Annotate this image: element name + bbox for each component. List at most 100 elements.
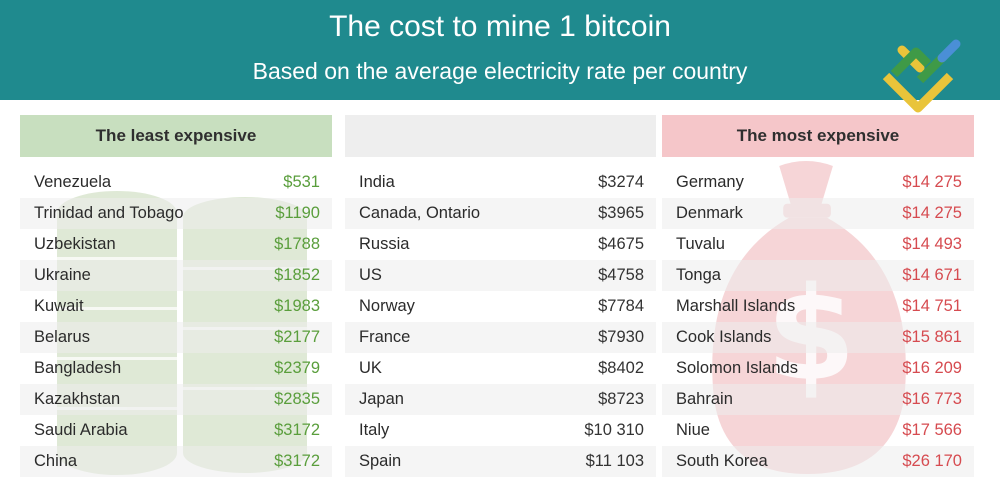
country-name: Kazakhstan <box>34 390 121 408</box>
table-row: South Korea $26 170 <box>662 446 974 477</box>
country-name: Belarus <box>34 328 90 346</box>
table-row: Norway $7784 <box>345 291 656 322</box>
mining-cost: $3172 <box>274 421 320 439</box>
country-name: Kuwait <box>34 297 84 315</box>
table-row: Solomon Islands $16 209 <box>662 353 974 384</box>
mining-cost: $531 <box>283 173 320 191</box>
country-name: Italy <box>359 421 390 439</box>
table-row: Marshall Islands $14 751 <box>662 291 974 322</box>
table-row: France $7930 <box>345 322 656 353</box>
table-row: Uzbekistan $1788 <box>20 229 332 260</box>
table-row: Canada, Ontario $3965 <box>345 198 656 229</box>
country-name: India <box>359 173 395 191</box>
country-name: Japan <box>359 390 404 408</box>
column-heading-least: The least expensive <box>20 115 332 157</box>
table-row: Belarus $2177 <box>20 322 332 353</box>
mining-cost: $14 493 <box>902 235 962 253</box>
most-expensive-rows: Germany $14 275 Denmark $14 275 Tuvalu $14 49… <box>662 167 974 477</box>
table-row: Germany $14 275 <box>662 167 974 198</box>
country-name: Niue <box>676 421 710 439</box>
country-name: Germany <box>676 173 744 191</box>
country-name: Trinidad and Tobago <box>34 204 184 222</box>
mining-cost: $14 275 <box>902 204 962 222</box>
column-middle: India $3274 Canada, Ontario $3965 Russia $467… <box>345 115 656 477</box>
mining-cost: $2177 <box>274 328 320 346</box>
mining-cost: $8402 <box>598 359 644 377</box>
header-banner: The cost to mine 1 bitcoin Based on the … <box>0 0 1000 100</box>
mining-cost: $8723 <box>598 390 644 408</box>
country-name: US <box>359 266 382 284</box>
country-name: Spain <box>359 452 402 470</box>
country-name: Tonga <box>676 266 721 284</box>
mining-cost: $10 310 <box>584 421 644 439</box>
mining-cost: $4675 <box>598 235 644 253</box>
table-row: India $3274 <box>345 167 656 198</box>
chart-subtitle: Based on the average electricity rate pe… <box>252 58 748 84</box>
mining-cost: $7930 <box>598 328 644 346</box>
mining-cost: $7784 <box>598 297 644 315</box>
table-row: Japan $8723 <box>345 384 656 415</box>
table-row: Venezuela $531 <box>20 167 332 198</box>
country-name: Tuvalu <box>676 235 725 253</box>
mining-cost: $17 566 <box>902 421 962 439</box>
column-heading-most: The most expensive <box>662 115 974 157</box>
table-row: Niue $17 566 <box>662 415 974 446</box>
table-row: Trinidad and Tobago $1190 <box>20 198 332 229</box>
mining-cost: $1852 <box>274 266 320 284</box>
country-name: Denmark <box>676 204 743 222</box>
country-name: Norway <box>359 297 415 315</box>
mining-cost: $1788 <box>274 235 320 253</box>
mining-cost: $3172 <box>274 452 320 470</box>
country-name: UK <box>359 359 382 377</box>
country-name: Venezuela <box>34 173 112 191</box>
mining-cost: $1190 <box>275 204 320 222</box>
country-name: Russia <box>359 235 410 253</box>
mining-cost: $4758 <box>598 266 644 284</box>
mining-cost: $3274 <box>598 173 644 191</box>
chart-title: The cost to mine 1 bitcoin <box>329 10 671 43</box>
mining-cost: $11 103 <box>585 452 644 470</box>
mining-cost: $1983 <box>274 297 320 315</box>
table-row: Russia $4675 <box>345 229 656 260</box>
table-row: Italy $10 310 <box>345 415 656 446</box>
mining-cost: $2379 <box>274 359 320 377</box>
table-row: Cook Islands $15 861 <box>662 322 974 353</box>
country-name: South Korea <box>676 452 768 470</box>
table-row: Bangladesh $2379 <box>20 353 332 384</box>
column-most-expensive: The most expensive $ Germany$14 275Denma… <box>662 115 974 477</box>
mining-cost: $14 275 <box>902 173 962 191</box>
table-row: UK $8402 <box>345 353 656 384</box>
country-name: Marshall Islands <box>676 297 796 315</box>
table-row: Kuwait $1983 <box>20 291 332 322</box>
country-name: Ukraine <box>34 266 91 284</box>
table-row: Saudi Arabia $3172 <box>20 415 332 446</box>
least-expensive-rows: Venezuela $531 Trinidad and Tobago $1190 Uzb… <box>20 167 332 477</box>
country-name: Saudi Arabia <box>34 421 128 439</box>
table-row: Ukraine $1852 <box>20 260 332 291</box>
mining-cost: $16 773 <box>902 390 962 408</box>
country-name: Canada, Ontario <box>359 204 481 222</box>
country-name: Cook Islands <box>676 328 772 346</box>
table-row: Tuvalu $14 493 <box>662 229 974 260</box>
brand-logo-icon <box>882 39 961 113</box>
mining-cost: $14 751 <box>902 297 962 315</box>
mining-cost: $2835 <box>274 390 320 408</box>
country-name: Solomon Islands <box>676 359 798 377</box>
mining-cost: $16 209 <box>902 359 962 377</box>
column-heading-middle <box>345 115 656 157</box>
mining-cost: $3965 <box>598 204 644 222</box>
table-row: Tonga $14 671 <box>662 260 974 291</box>
column-least-expensive: The least expensive Venezuela $531 Trinida… <box>20 115 332 477</box>
country-name: Bahrain <box>676 390 733 408</box>
table-row: China $3172 <box>20 446 332 477</box>
country-name: China <box>34 452 78 470</box>
middle-rows: India $3274 Canada, Ontario $3965 Russia $467… <box>345 167 656 477</box>
table-row: Spain $11 103 <box>345 446 656 477</box>
country-name: Bangladesh <box>34 359 122 377</box>
table-row: Bahrain $16 773 <box>662 384 974 415</box>
country-name: Uzbekistan <box>34 235 116 253</box>
mining-cost: $15 861 <box>902 328 962 346</box>
country-name: France <box>359 328 411 346</box>
table-row: Kazakhstan $2835 <box>20 384 332 415</box>
table-row: US $4758 <box>345 260 656 291</box>
